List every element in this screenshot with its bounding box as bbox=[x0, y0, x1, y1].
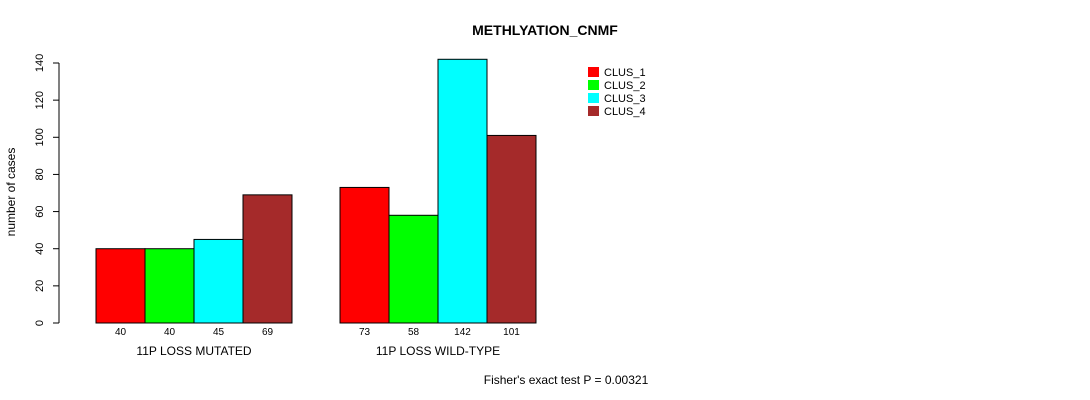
legend-swatch bbox=[588, 93, 599, 103]
value-labels-group: 40 40 45 69 73 58 142 101 bbox=[115, 327, 520, 338]
bar-value-label: 142 bbox=[454, 327, 471, 338]
y-tick-label: 0 bbox=[34, 320, 46, 326]
bar-clus-4-2 bbox=[486, 134, 537, 324]
category-label: 11P LOSS MUTATED bbox=[136, 344, 251, 358]
y-tick-label: 20 bbox=[34, 280, 46, 292]
bar-value-label: 101 bbox=[503, 327, 520, 338]
y-tick-label: 80 bbox=[34, 168, 46, 180]
bar-clus-4-1 bbox=[242, 194, 293, 324]
bar-value-label: 40 bbox=[164, 327, 176, 338]
y-tick-label: 120 bbox=[34, 91, 46, 109]
bar-clus-3-2 bbox=[437, 58, 488, 324]
bar-value-label: 40 bbox=[115, 327, 127, 338]
y-tick-label: 140 bbox=[34, 54, 46, 72]
bar-clus-1-1 bbox=[95, 248, 146, 324]
bar-value-label: 69 bbox=[262, 327, 274, 338]
y-tick-label: 100 bbox=[34, 128, 46, 146]
fisher-test-footnote: Fisher's exact test P = 0.00321 bbox=[484, 373, 649, 387]
bar-clus-2-2 bbox=[388, 214, 439, 324]
legend-label: CLUS_4 bbox=[604, 106, 646, 118]
y-tick-label: 40 bbox=[34, 243, 46, 255]
bars-group bbox=[95, 58, 537, 324]
category-labels-group: 11P LOSS MUTATED 11P LOSS WILD-TYPE bbox=[136, 344, 500, 358]
legend-label: CLUS_3 bbox=[604, 93, 646, 105]
category-label: 11P LOSS WILD-TYPE bbox=[376, 344, 500, 358]
chart-title: METHLYATION_CNMF bbox=[472, 22, 618, 38]
legend-swatch bbox=[588, 106, 599, 116]
y-axis-label: number of cases bbox=[4, 148, 18, 237]
bar-clus-1-2 bbox=[339, 186, 390, 324]
bar-value-label: 58 bbox=[408, 327, 420, 338]
legend-label: CLUS_1 bbox=[604, 67, 646, 79]
legend-swatch bbox=[588, 67, 599, 77]
y-tick-label: 60 bbox=[34, 205, 46, 217]
bar-value-label: 73 bbox=[359, 327, 371, 338]
bar-clus-3-1 bbox=[193, 238, 244, 324]
legend-label: CLUS_2 bbox=[604, 80, 646, 92]
y-axis: 0 20 40 60 80 100 120 140 bbox=[34, 54, 60, 326]
bar-value-label: 45 bbox=[213, 327, 225, 338]
bar-clus-2-1 bbox=[144, 248, 195, 324]
legend-swatch bbox=[588, 80, 599, 90]
